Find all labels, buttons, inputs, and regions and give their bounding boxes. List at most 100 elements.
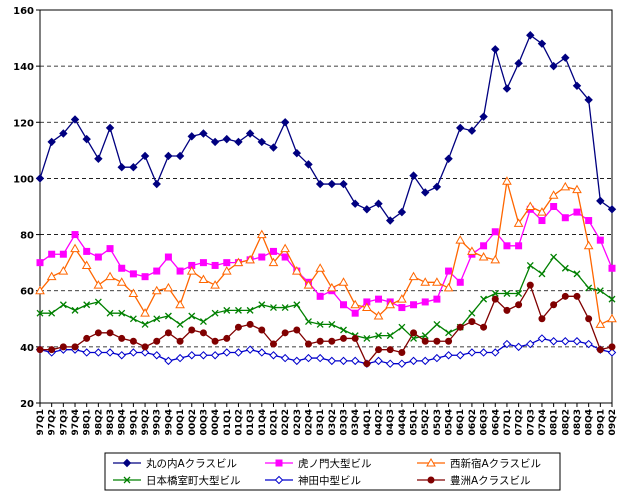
marker — [443, 282, 454, 292]
x-tick-label: 97Q1 — [36, 409, 46, 435]
marker — [222, 348, 231, 357]
marker — [118, 334, 126, 342]
marker — [363, 360, 371, 368]
x-tick-label: 98Q2 — [94, 409, 104, 435]
marker — [94, 253, 102, 261]
x-tick-label: 97Q2 — [48, 409, 58, 435]
x-tick-label: 05Q3 — [433, 409, 443, 435]
marker — [83, 247, 91, 255]
series-line — [39, 337, 613, 365]
marker — [106, 309, 114, 317]
marker — [304, 340, 312, 348]
marker — [187, 132, 196, 141]
legend-label: 丸の内Aクラスビル — [146, 457, 237, 470]
marker — [585, 284, 593, 292]
marker — [421, 337, 429, 345]
marker — [398, 304, 406, 312]
marker — [467, 126, 477, 135]
x-tick-label: 09Q1 — [596, 409, 606, 435]
marker — [281, 304, 289, 312]
marker — [129, 315, 137, 323]
marker — [445, 267, 453, 275]
marker — [275, 459, 283, 467]
x-tick-label: 02Q2 — [281, 409, 291, 435]
x-tick-label: 07Q2 — [515, 409, 525, 435]
marker — [608, 343, 616, 351]
marker — [234, 306, 242, 314]
marker — [140, 308, 150, 317]
marker — [83, 334, 91, 342]
marker — [340, 301, 348, 309]
marker — [339, 356, 348, 366]
marker — [304, 160, 313, 169]
marker — [70, 243, 80, 253]
y-tick-label: 120 — [13, 118, 34, 129]
marker — [327, 179, 337, 189]
marker — [432, 353, 442, 363]
marker — [129, 337, 137, 345]
marker — [596, 346, 604, 354]
marker — [164, 253, 172, 261]
marker — [70, 115, 80, 124]
marker — [445, 337, 453, 345]
marker — [269, 340, 277, 348]
legend-box — [104, 452, 561, 491]
marker — [386, 332, 394, 340]
x-tick-label: 00Q3 — [199, 409, 209, 435]
x-tick-label: 03Q1 — [316, 409, 326, 435]
marker — [257, 348, 267, 357]
marker — [59, 301, 67, 309]
marker — [122, 458, 132, 468]
marker — [548, 190, 559, 199]
marker — [375, 295, 383, 303]
marker — [188, 326, 196, 334]
marker — [46, 271, 57, 281]
marker — [491, 348, 500, 357]
marker — [467, 246, 477, 255]
x-tick-label: 02Q4 — [304, 409, 314, 435]
marker — [491, 228, 499, 236]
marker — [268, 257, 279, 267]
marker — [82, 134, 91, 144]
marker — [421, 188, 430, 197]
marker — [59, 343, 67, 351]
marker — [537, 39, 547, 48]
marker — [526, 281, 534, 289]
marker — [456, 123, 465, 133]
marker — [316, 337, 324, 345]
marker — [71, 306, 79, 314]
y-tick-label: 140 — [13, 62, 34, 73]
marker — [221, 266, 232, 275]
marker — [513, 218, 524, 227]
marker — [246, 306, 254, 314]
marker — [420, 277, 431, 286]
x-tick-label: 06Q2 — [468, 409, 478, 435]
marker — [596, 236, 604, 244]
y-tick-label: 20 — [20, 399, 34, 410]
marker — [140, 151, 150, 161]
x-tick-label: 05Q1 — [410, 409, 420, 435]
marker — [351, 334, 359, 342]
marker — [385, 216, 395, 225]
marker — [210, 280, 220, 289]
marker — [421, 298, 429, 306]
marker — [164, 329, 172, 337]
marker — [280, 353, 290, 363]
marker — [187, 351, 196, 360]
marker — [71, 231, 79, 239]
x-tick-label: 03Q2 — [328, 409, 338, 435]
marker — [397, 207, 407, 217]
marker — [303, 280, 314, 289]
marker — [573, 208, 581, 216]
marker — [561, 53, 570, 62]
marker — [573, 292, 581, 300]
marker — [340, 326, 347, 334]
marker — [246, 320, 254, 328]
marker — [59, 250, 67, 258]
x-tick-label: 00Q1 — [176, 409, 186, 435]
marker — [561, 264, 569, 272]
marker — [550, 253, 558, 261]
marker — [572, 184, 582, 194]
marker — [141, 320, 149, 328]
